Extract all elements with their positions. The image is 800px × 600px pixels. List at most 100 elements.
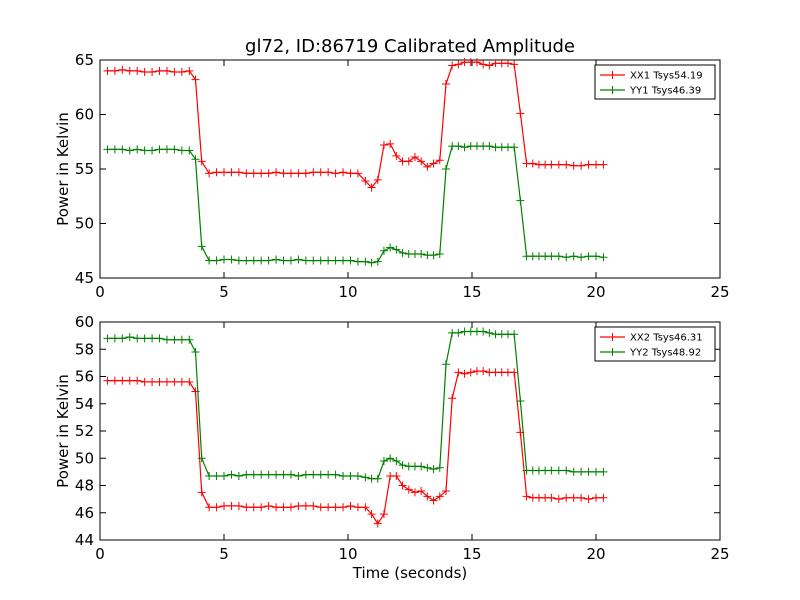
data-point-marker [423,492,432,501]
data-point-marker [125,376,134,385]
data-point-marker [133,66,142,75]
data-point-marker [324,470,333,479]
data-point-marker [331,470,340,479]
data-point-marker [479,367,488,376]
x-tick-label: 0 [95,283,105,301]
data-point-marker [170,145,179,154]
data-point-marker [197,242,206,251]
x-tick-label: 10 [338,283,357,301]
data-point-marker [599,467,608,476]
data-point-marker [516,109,525,118]
data-point-marker [185,335,194,344]
data-point-marker [373,474,382,483]
data-point-marker [205,471,214,480]
data-point-marker [177,335,186,344]
data-point-marker [339,168,348,177]
data-point-marker [441,486,450,495]
data-point-marker [584,467,593,476]
data-point-marker [316,168,325,177]
data-point-marker [398,461,407,470]
data-point-marker [234,501,243,510]
data-point-marker [170,67,179,76]
data-point-marker [429,465,438,474]
data-point-marker [133,334,142,343]
data-point-marker [569,493,578,502]
data-point-marker [386,243,395,252]
data-point-marker [599,160,608,169]
data-point-marker [227,470,236,479]
data-point-marker [110,66,119,75]
data-point-marker [162,377,171,386]
data-point-marker [212,168,221,177]
data-point-marker [554,495,563,504]
data-point-marker [339,256,348,265]
data-point-marker [170,377,179,386]
y-tick-label: 52 [75,422,94,440]
data-point-marker [503,59,512,68]
x-tick-label: 20 [586,283,605,301]
data-point-marker [392,456,401,465]
data-point-marker [554,160,563,169]
data-point-marker [148,377,157,386]
series-line [107,370,604,525]
data-point-marker [592,467,600,476]
x-tick-label: 15 [462,545,481,563]
data-point-marker [392,151,401,160]
data-point-marker [361,503,370,512]
data-point-marker [257,503,266,512]
data-point-marker [379,510,388,519]
y-tick-label: 60 [75,313,94,331]
data-point-marker [454,328,463,337]
data-point-marker [272,168,281,177]
data-point-marker [118,376,127,385]
data-point-marker [257,256,266,265]
data-point-marker [404,485,413,494]
data-point-marker [417,157,426,166]
data-point-marker [562,466,571,475]
data-point-marker [584,160,593,169]
data-point-marker [301,501,310,510]
data-point-marker [118,65,127,74]
data-point-marker [435,463,444,472]
data-point-marker [148,146,157,155]
data-point-marker [279,169,288,178]
legend-label: YY1 Tsys46.39 [629,86,701,97]
data-point-marker [294,471,303,480]
data-point-marker [569,467,578,476]
data-point-marker [441,79,450,88]
series-line [107,330,604,480]
data-point-marker [191,155,200,164]
data-point-marker [429,496,438,505]
legend-marker [608,333,617,341]
data-point-marker [279,470,288,479]
data-point-marker [599,253,608,262]
data-point-marker [103,145,112,154]
data-point-marker [155,66,164,75]
data-point-marker [386,454,395,463]
data-point-marker [569,252,578,261]
data-point-marker [379,141,388,150]
data-point-marker [249,256,258,265]
data-point-marker [353,257,362,266]
data-point-marker [510,143,519,152]
data-point-marker [272,503,281,512]
data-point-marker [599,493,608,502]
data-point-marker [448,61,457,70]
data-point-marker [554,466,563,475]
y-tick-label: 44 [75,531,94,549]
data-point-marker [140,67,149,76]
data-point-marker [227,255,236,264]
data-point-marker [379,456,388,465]
data-point-marker [264,169,273,178]
data-point-marker [220,471,228,480]
data-point-marker [110,334,119,343]
data-point-marker [316,470,325,479]
data-point-marker [162,335,171,344]
data-point-marker [197,157,206,166]
data-point-marker [361,176,370,185]
data-point-marker [103,376,112,385]
data-point-marker [110,376,119,385]
data-point-marker [125,332,134,341]
data-point-marker [353,471,362,480]
data-point-marker [592,160,600,169]
